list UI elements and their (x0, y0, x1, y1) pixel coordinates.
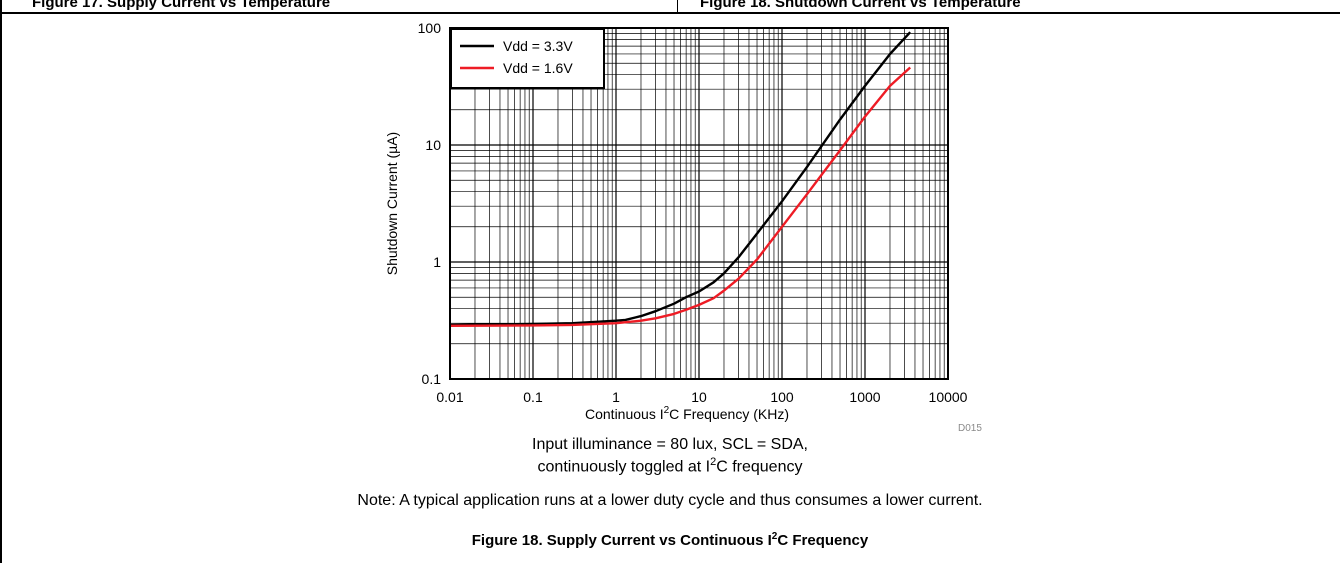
plot-frame (449, 27, 949, 380)
y-tick-label: 10 (425, 137, 441, 153)
previous-right-caption: Figure 18. Shutdown Current vs Temperatu… (700, 0, 1021, 11)
x-tick-label: 10000 (929, 389, 968, 405)
tick-labels: 0.01 0.1 1 10 100 1000 10000 0.1 1 10 100 (418, 20, 968, 405)
previous-row-strip: Figure 17. Supply Current vs Temperature… (0, 0, 1340, 12)
x-tick-label: 0.1 (523, 389, 543, 405)
y-axis-label: Shutdown Current (µA) (384, 132, 400, 275)
series-line (449, 31, 912, 327)
x-tick-label: 100 (770, 389, 794, 405)
x-axis-label: Continuous I2C Frequency (KHz) (585, 405, 789, 422)
legend-box (450, 28, 605, 89)
column-divider (677, 0, 678, 14)
caption-line-2: continuously toggled at I2C frequency (537, 456, 803, 476)
y-tick-label: 1 (433, 254, 441, 270)
previous-left-caption: Figure 17. Supply Current vs Temperature (32, 0, 331, 11)
legend-label: Vdd = 3.3V (503, 38, 573, 54)
legend-label: Vdd = 1.6V (503, 60, 573, 76)
caption-note: Note: A typical application runs at a lo… (357, 492, 983, 509)
x-tick-label: 0.01 (436, 389, 463, 405)
left-border (0, 0, 2, 563)
x-tick-label: 1000 (849, 389, 880, 405)
y-tick-label: 100 (418, 20, 442, 36)
x-tick-label: 10 (691, 389, 707, 405)
figure-title: Figure 18. Supply Current vs Continuous … (471, 531, 869, 549)
caption-line-1: Input illuminance = 80 lux, SCL = SDA, (532, 436, 808, 453)
x-tick-label: 1 (612, 389, 620, 405)
series-line (449, 66, 912, 327)
figure-id: D015 (958, 423, 982, 434)
y-tick-label: 0.1 (422, 371, 442, 387)
series-layer (449, 31, 912, 327)
legend: Vdd = 3.3V Vdd = 1.6V (450, 28, 605, 89)
top-border (0, 12, 1340, 14)
